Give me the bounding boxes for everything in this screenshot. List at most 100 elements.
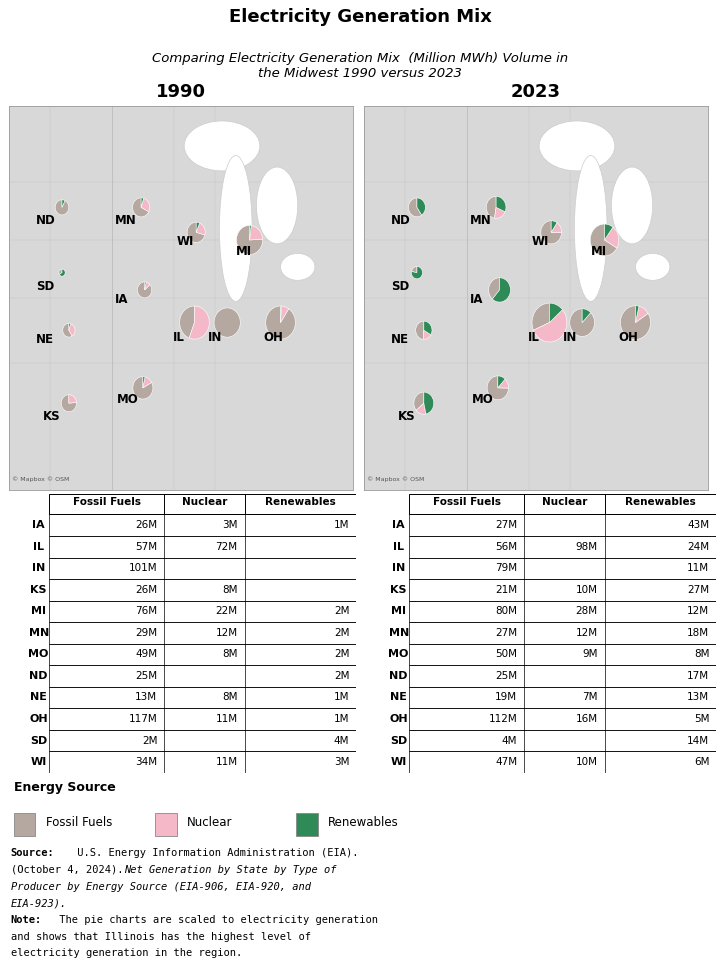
Bar	[409, 643, 716, 665]
Wedge shape	[62, 200, 65, 207]
Bar	[409, 515, 716, 536]
Text: Nuclear: Nuclear	[542, 497, 588, 507]
Text: electricity generation in the region.: electricity generation in the region.	[11, 948, 242, 958]
Text: Renewables: Renewables	[625, 497, 696, 507]
Ellipse shape	[636, 253, 670, 280]
Text: Note:: Note:	[11, 915, 42, 925]
Text: NE: NE	[391, 333, 409, 347]
Wedge shape	[541, 221, 562, 244]
Wedge shape	[552, 223, 562, 232]
Text: Nuclear: Nuclear	[187, 816, 233, 829]
Bar	[49, 536, 356, 558]
Text: 47M: 47M	[495, 757, 518, 767]
Wedge shape	[141, 198, 143, 207]
Text: WI: WI	[531, 235, 549, 249]
Text: 3M: 3M	[334, 757, 349, 767]
Text: 43M: 43M	[688, 520, 709, 530]
Text: NE: NE	[30, 692, 47, 703]
Bar	[49, 558, 356, 579]
Wedge shape	[143, 377, 152, 388]
Text: 34M: 34M	[135, 757, 158, 767]
Text: 29M: 29M	[135, 628, 158, 637]
Text: 18M: 18M	[688, 628, 709, 637]
Bar	[49, 752, 356, 773]
Wedge shape	[495, 207, 505, 218]
Text: SD: SD	[36, 279, 55, 293]
Text: 1M: 1M	[334, 520, 349, 530]
Text: SD: SD	[390, 735, 408, 746]
Text: 21M: 21M	[495, 585, 518, 595]
Bar	[409, 558, 716, 579]
Bar	[49, 730, 356, 752]
Text: 22M: 22M	[215, 607, 238, 616]
Text: IA: IA	[470, 293, 484, 306]
Text: MI: MI	[31, 607, 46, 616]
Text: IA: IA	[115, 293, 129, 306]
Wedge shape	[69, 324, 75, 336]
Wedge shape	[570, 309, 595, 336]
Text: 12M: 12M	[688, 607, 709, 616]
Bar	[409, 686, 716, 708]
Text: IN: IN	[32, 564, 45, 573]
Ellipse shape	[256, 167, 298, 244]
Text: MI: MI	[391, 607, 406, 616]
Bar	[409, 708, 716, 730]
Wedge shape	[145, 282, 150, 290]
Text: 112M: 112M	[489, 714, 518, 724]
Text: 56M: 56M	[495, 541, 518, 552]
Text: KS: KS	[30, 585, 47, 595]
Text: NE: NE	[36, 333, 54, 347]
Wedge shape	[197, 222, 199, 232]
Text: 50M: 50M	[495, 649, 518, 660]
Text: MO: MO	[29, 649, 49, 660]
Text: U.S. Energy Information Administration (EIA).: U.S. Energy Information Administration (…	[71, 849, 359, 858]
Text: ND: ND	[36, 214, 56, 228]
Text: IL: IL	[173, 331, 185, 345]
Ellipse shape	[611, 167, 653, 244]
Text: 6M: 6M	[694, 757, 709, 767]
Text: OH: OH	[390, 714, 408, 724]
Wedge shape	[621, 305, 651, 340]
Bar	[409, 579, 716, 601]
Text: ND: ND	[30, 671, 48, 681]
Text: 10M: 10M	[576, 585, 598, 595]
Wedge shape	[189, 306, 210, 339]
Ellipse shape	[220, 156, 252, 301]
Text: 7M: 7M	[582, 692, 598, 703]
Text: Comparing Electricity Generation Mix  (Million MWh) Volume in
the Midwest 1990 v: Comparing Electricity Generation Mix (Mi…	[152, 53, 568, 81]
Wedge shape	[138, 282, 152, 298]
Bar	[409, 601, 716, 622]
Wedge shape	[534, 310, 567, 342]
Ellipse shape	[184, 121, 260, 171]
Text: and shows that Illinois has the highest level of: and shows that Illinois has the highest …	[11, 932, 311, 942]
Text: 19M: 19M	[495, 692, 518, 703]
Text: OH: OH	[618, 331, 638, 345]
Ellipse shape	[575, 156, 607, 301]
Text: MI: MI	[235, 245, 252, 258]
Text: MN: MN	[470, 214, 492, 228]
Bar	[409, 730, 716, 752]
Text: 11M: 11M	[688, 564, 709, 573]
Wedge shape	[141, 198, 150, 212]
Text: Source:: Source:	[11, 849, 55, 858]
Wedge shape	[424, 392, 433, 414]
Text: 57M: 57M	[135, 541, 158, 552]
Text: 27M: 27M	[495, 628, 518, 637]
Text: IN: IN	[208, 331, 222, 345]
Text: © Mapbox © OSM: © Mapbox © OSM	[367, 476, 424, 482]
Wedge shape	[281, 306, 282, 323]
Text: 117M: 117M	[129, 714, 158, 724]
Wedge shape	[69, 395, 76, 403]
Text: 8M: 8M	[222, 585, 238, 595]
Wedge shape	[636, 306, 648, 323]
Text: 11M: 11M	[215, 757, 238, 767]
Wedge shape	[63, 324, 72, 337]
Text: SD: SD	[391, 279, 410, 293]
Wedge shape	[605, 228, 618, 248]
Text: MO: MO	[472, 393, 494, 406]
Wedge shape	[145, 282, 146, 290]
Ellipse shape	[281, 253, 315, 280]
Text: 25M: 25M	[135, 671, 158, 681]
Wedge shape	[590, 224, 617, 256]
Wedge shape	[180, 306, 194, 338]
